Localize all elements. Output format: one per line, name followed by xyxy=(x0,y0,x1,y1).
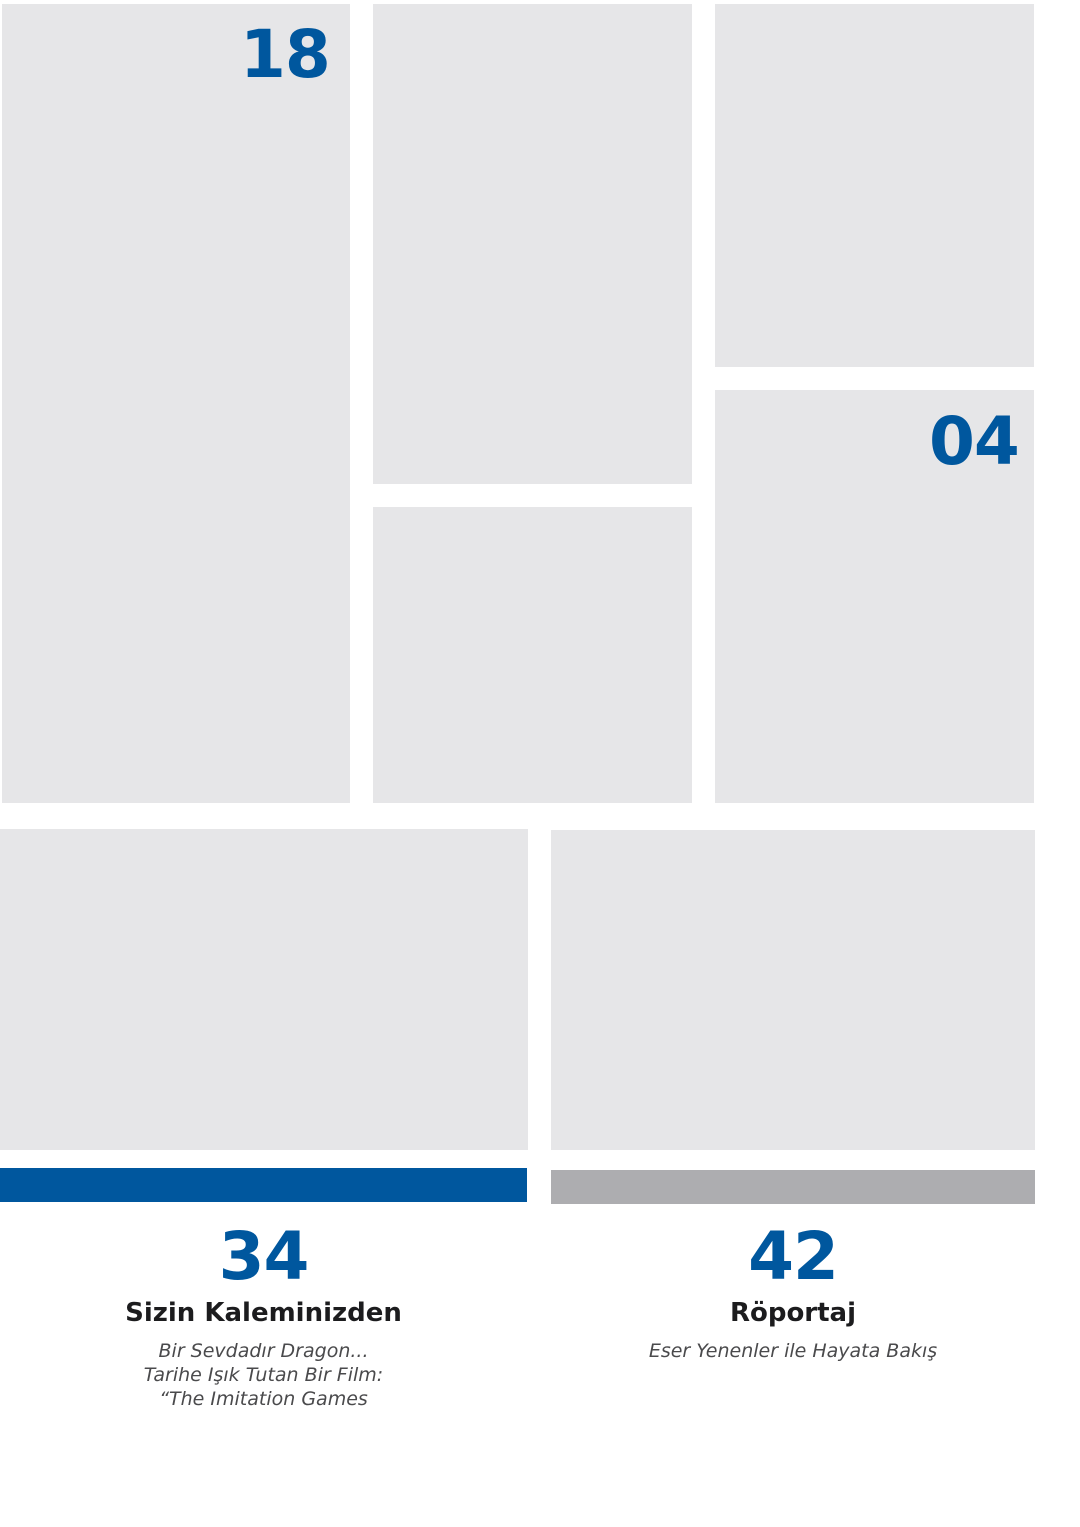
section-subtitles: Eser Yenenler ile Hayata Bakış xyxy=(551,1339,1035,1363)
section-subtitle-line: Tarihe Işık Tutan Bir Film: xyxy=(143,1364,384,1387)
section-page-number: 34 xyxy=(218,1218,310,1295)
section-subtitles: Bir Sevdadır Dragon... Tarihe Işık Tutan… xyxy=(0,1339,527,1411)
section-bar-secondary xyxy=(551,1170,1035,1204)
page-number-04: 04 xyxy=(929,403,1020,480)
section-subtitle-line: Eser Yenenler ile Hayata Bakış xyxy=(648,1340,938,1363)
page-number-18: 18 xyxy=(240,16,331,93)
image-panel-wide-right xyxy=(551,830,1035,1150)
section-title: Sizin Kaleminizden xyxy=(125,1298,402,1328)
image-panel-center-top xyxy=(373,4,692,484)
section-subtitle-line: “The Imitation Games xyxy=(159,1388,368,1411)
section-subtitle-line: Bir Sevdadır Dragon... xyxy=(158,1340,369,1363)
section-sizin-kaleminizden[interactable]: 34 Sizin Kaleminizden Bir Sevdadır Drago… xyxy=(0,1224,527,1411)
section-roportaj[interactable]: 42 Röportaj Eser Yenenler ile Hayata Bak… xyxy=(551,1224,1035,1363)
section-title: Röportaj xyxy=(729,1298,857,1328)
image-panel-right-bottom xyxy=(715,390,1034,803)
image-panel-wide-left xyxy=(0,829,528,1150)
section-page-number: 42 xyxy=(748,1218,839,1295)
image-panel-tall-left xyxy=(2,4,350,803)
section-bar-primary xyxy=(0,1168,527,1202)
image-panel-right-top xyxy=(715,4,1034,367)
image-panel-center-bottom xyxy=(373,507,692,803)
